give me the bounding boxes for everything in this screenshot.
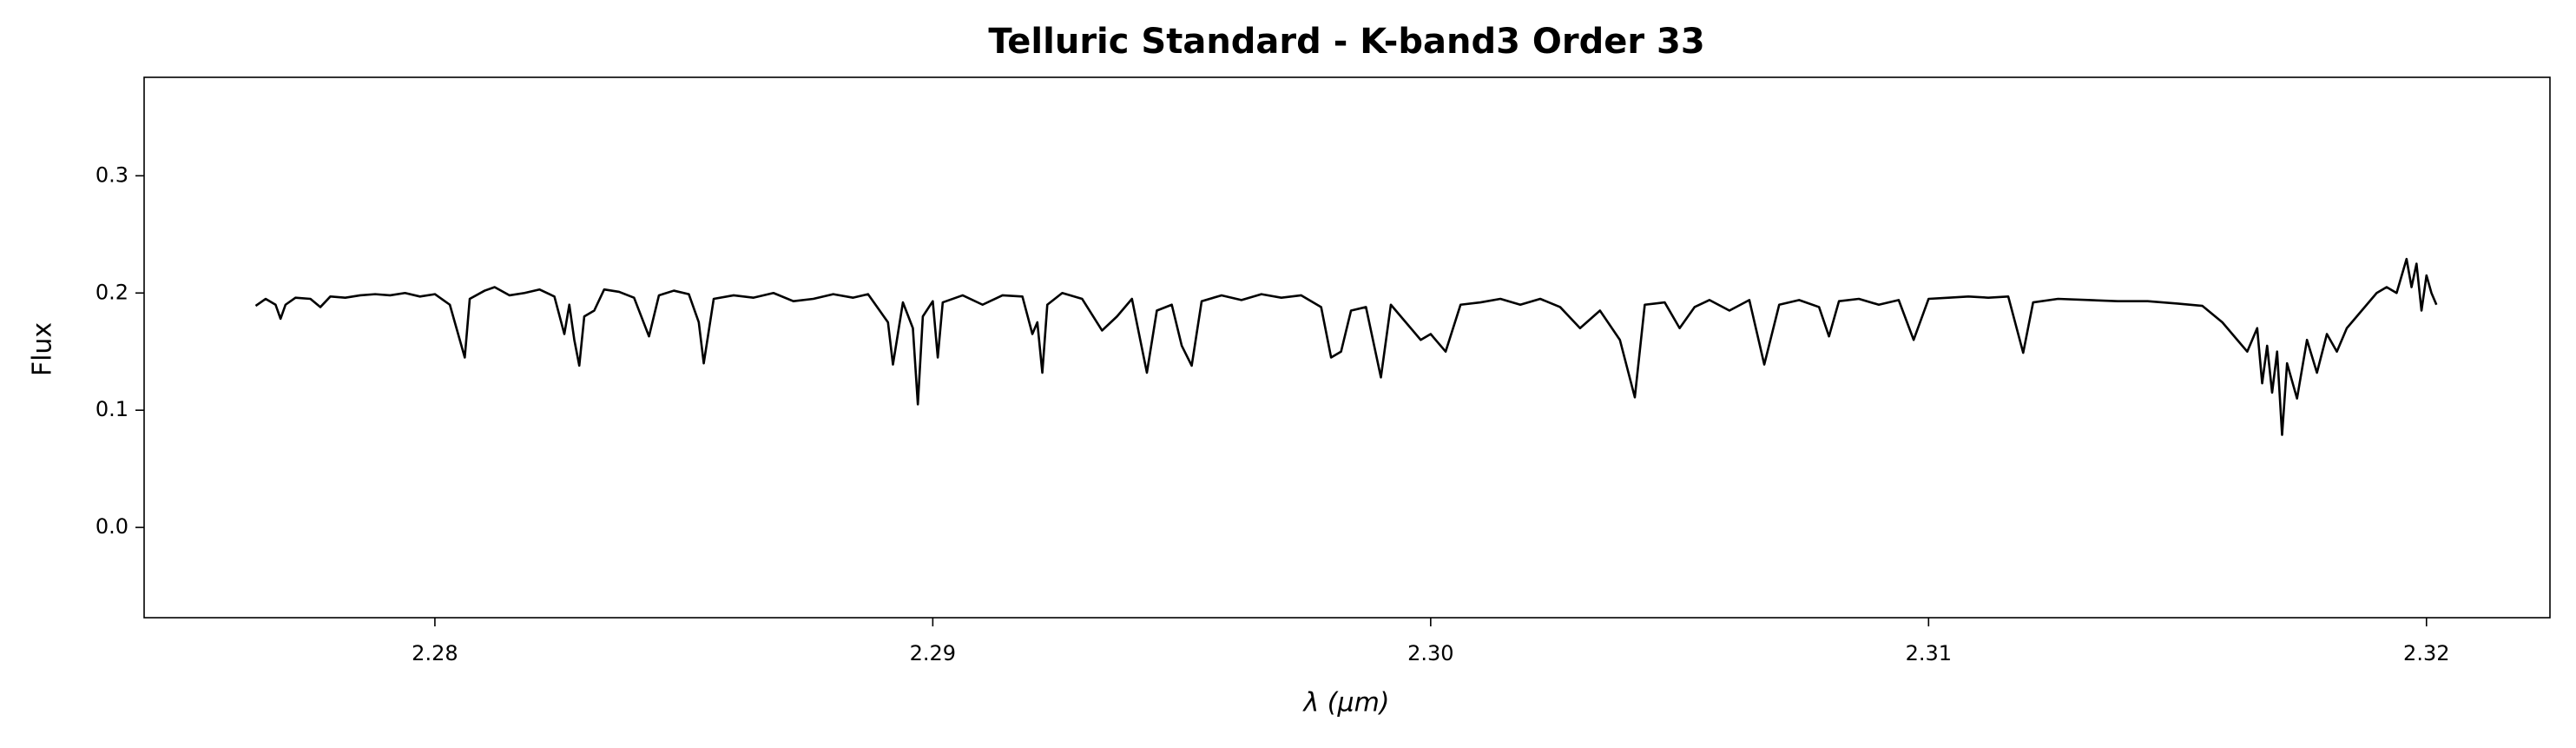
x-axis-label: λ (μm) [1301,688,1389,718]
x-tick-label: 2.30 [1407,641,1453,665]
y-tick-label: 0.2 [96,280,128,304]
x-tick-label: 2.28 [412,641,458,665]
x-tick-label: 2.32 [2403,641,2449,665]
x-tick-label: 2.31 [1906,641,1952,665]
spectrum-line [254,257,2438,436]
plot-frame [143,76,2551,619]
x-tick-label: 2.29 [910,641,956,665]
y-tick-label: 0.1 [96,397,128,421]
chart-title: Telluric Standard - K-band3 Order 33 [988,22,1704,62]
y-tick-label: 0.3 [96,162,128,187]
y-axis-label: Flux [28,322,58,376]
y-tick-label: 0.0 [96,514,128,539]
